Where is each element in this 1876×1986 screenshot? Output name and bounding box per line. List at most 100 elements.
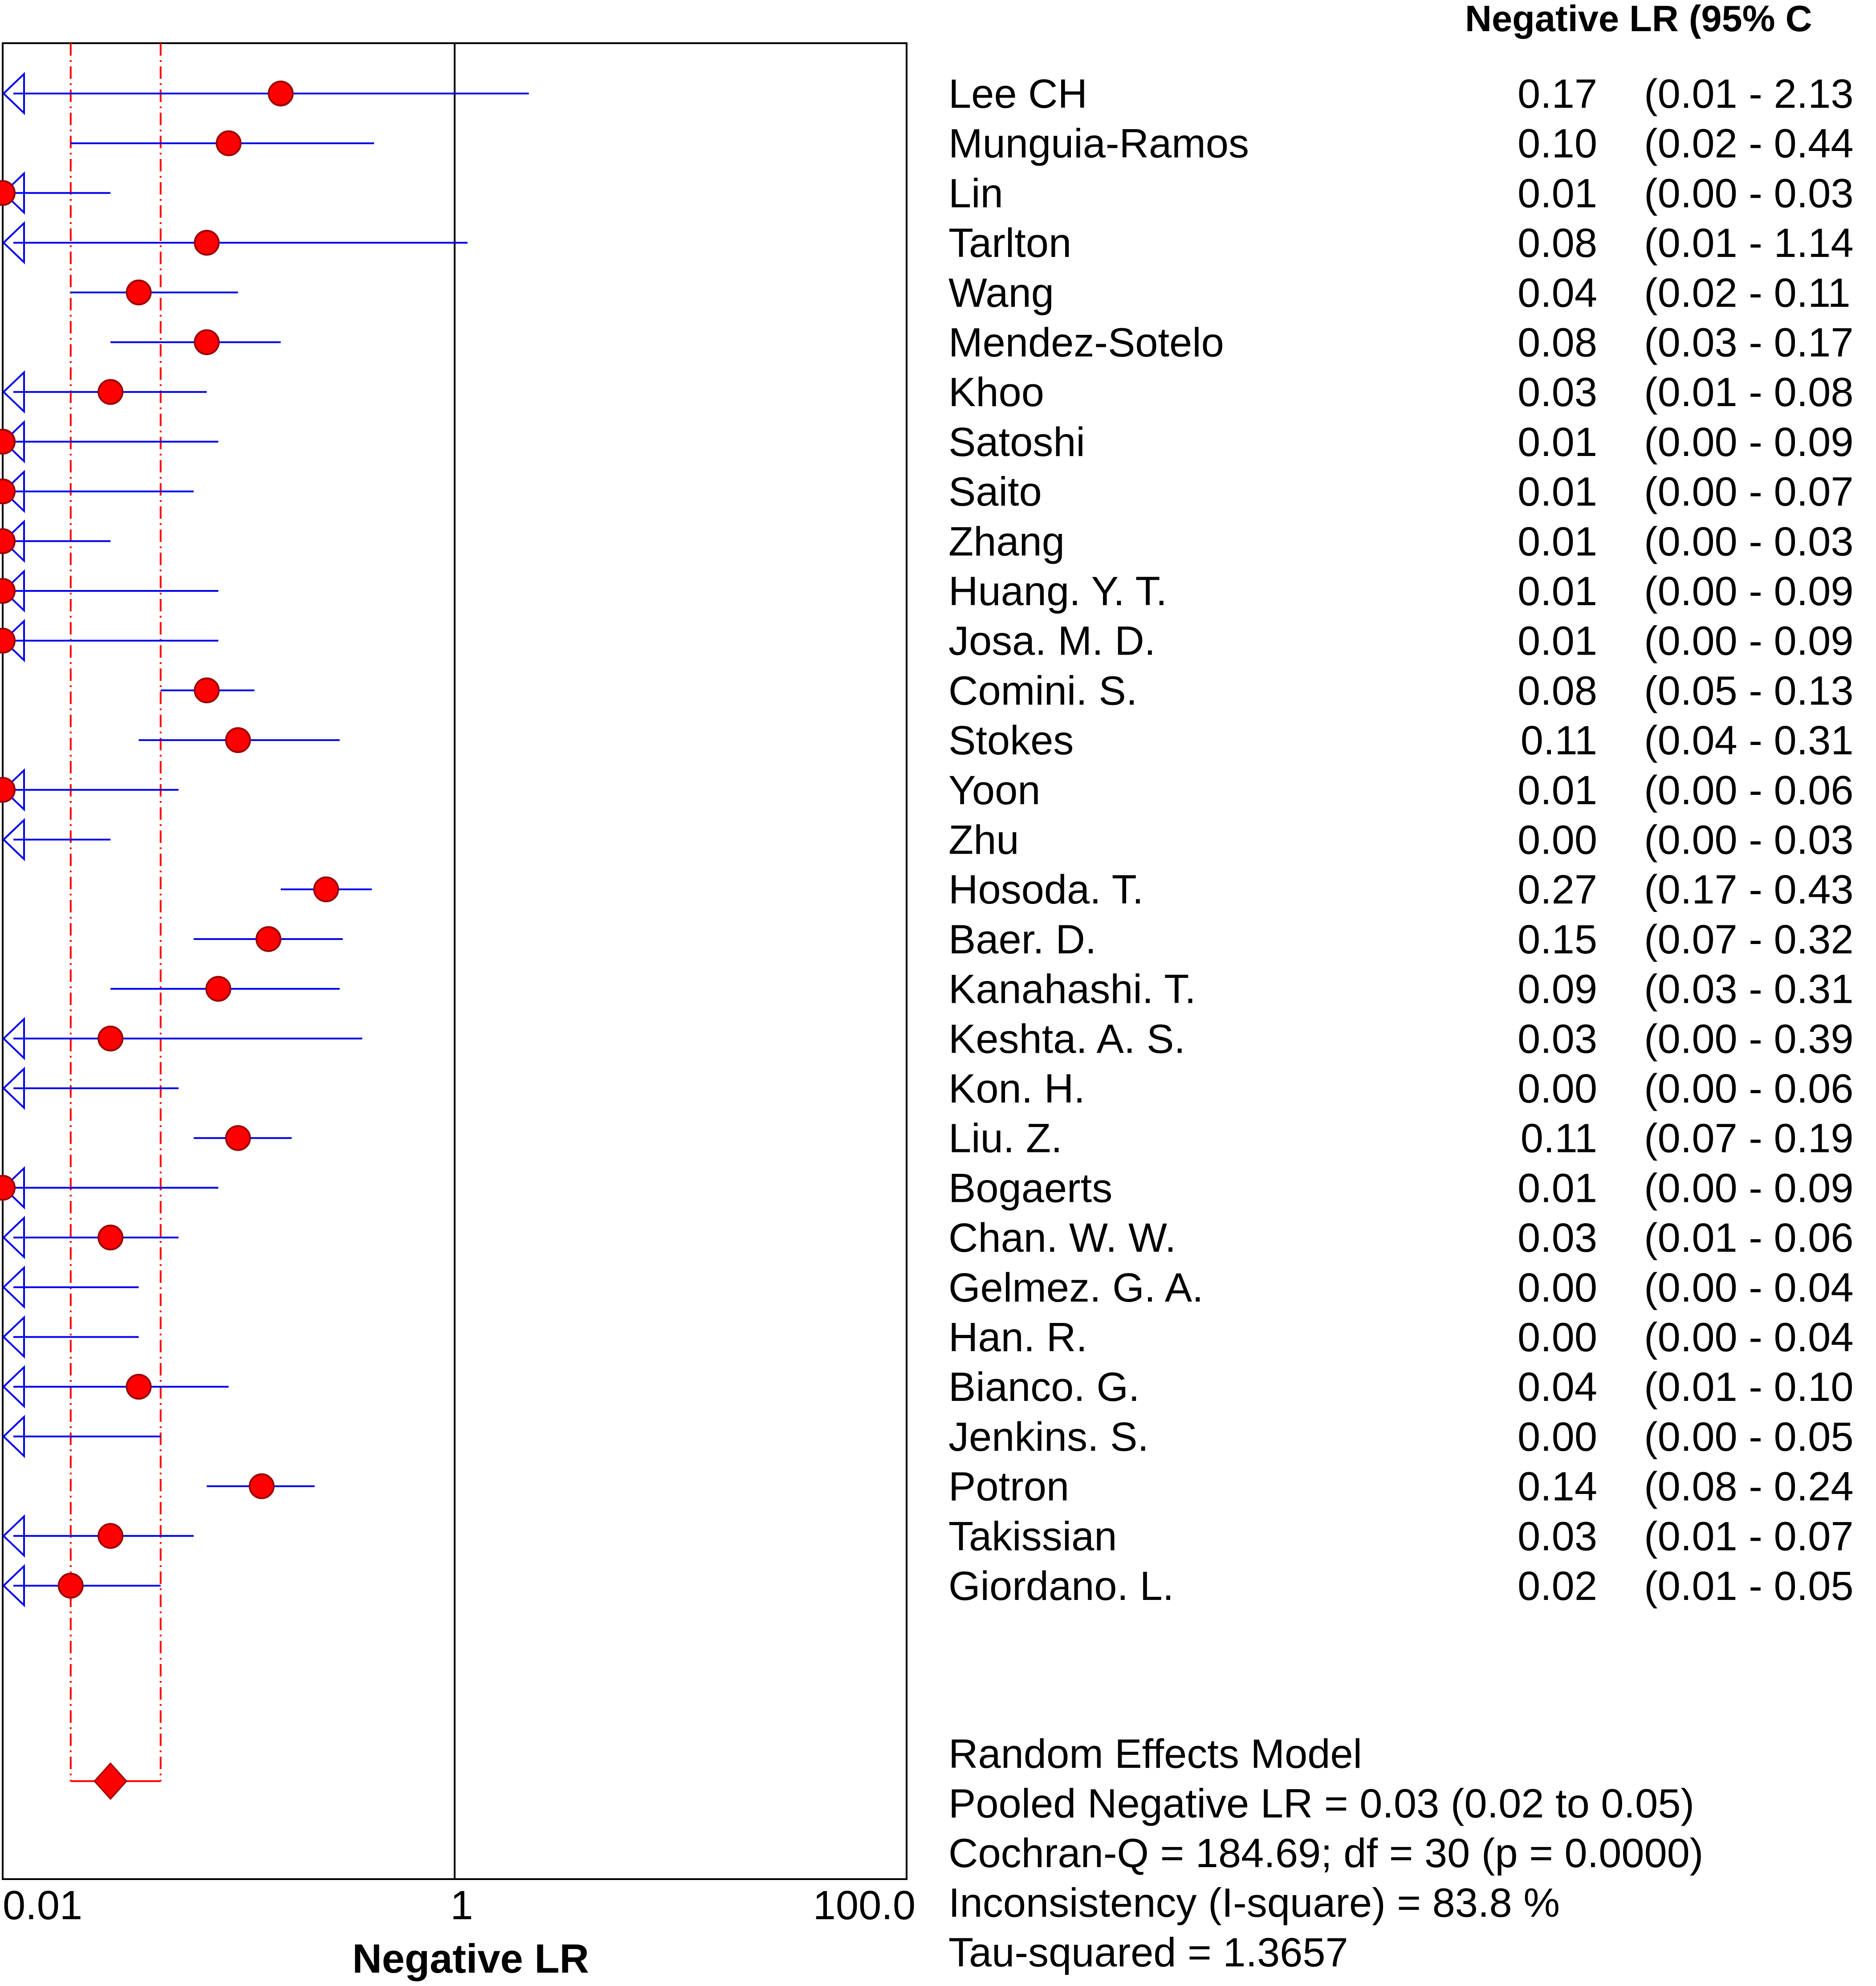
study-point-estimate xyxy=(0,777,16,803)
study-estimate: 0.17 xyxy=(1518,71,1597,117)
study-estimate: 0.03 xyxy=(1518,1514,1597,1559)
x-tick-label-mid: 1 xyxy=(450,1883,473,1928)
study-ci-text: (0.01 - 0.07 xyxy=(1644,1514,1854,1559)
study-name: Giordano. L. xyxy=(948,1563,1174,1609)
study-ci-text: (0.01 - 0.08 xyxy=(1644,370,1854,415)
study-estimate: 0.01 xyxy=(1518,619,1597,664)
study-estimate: 0.15 xyxy=(1518,917,1597,962)
study-ci-text: (0.01 - 0.05 xyxy=(1644,1563,1854,1609)
study-name: Han. R. xyxy=(948,1315,1087,1360)
study-ci-text: (0.02 - 0.44 xyxy=(1644,121,1854,167)
study-name: Yoon xyxy=(948,768,1040,813)
study-estimate: 0.00 xyxy=(1518,1066,1597,1111)
study-name: Kanahashi. T. xyxy=(948,967,1196,1012)
study-estimate: 0.00 xyxy=(1518,1315,1597,1360)
study-ci-text: (0.07 - 0.32 xyxy=(1644,917,1854,962)
study-estimate: 0.01 xyxy=(1518,469,1597,515)
study-name: Potron xyxy=(948,1464,1069,1510)
study-point-estimate xyxy=(0,428,16,455)
pooled-diamond xyxy=(94,1762,128,1800)
study-point-estimate xyxy=(216,130,242,156)
study-ci-arrow xyxy=(2,221,25,265)
study-name: Baer. D. xyxy=(948,917,1096,962)
study-name: Munguia-Ramos xyxy=(948,121,1249,167)
x-tick-label-max: 100.0 xyxy=(813,1883,916,1928)
study-estimate: 0.01 xyxy=(1518,171,1597,216)
study-point-estimate xyxy=(57,1573,84,1599)
study-point-estimate xyxy=(194,677,220,704)
study-point-estimate xyxy=(268,81,294,106)
study-point-estimate xyxy=(98,379,124,405)
study-point-estimate xyxy=(126,1374,152,1400)
study-ci-arrow xyxy=(2,420,25,464)
study-ci-arrow xyxy=(2,1514,25,1558)
stats-line: Random Effects Model xyxy=(948,1731,1362,1777)
study-ci-text: (0.00 - 0.05 xyxy=(1644,1414,1854,1460)
study-estimate: 0.11 xyxy=(1521,1116,1597,1161)
study-name: Takissian xyxy=(948,1514,1117,1559)
study-point-estimate xyxy=(126,279,152,305)
study-ci-text: (0.01 - 2.13 xyxy=(1644,71,1854,117)
study-ci-text: (0.00 - 0.09 xyxy=(1644,619,1854,664)
study-point-estimate xyxy=(248,1473,275,1499)
study-estimate: 0.14 xyxy=(1518,1464,1597,1510)
study-name: Josa. M. D. xyxy=(948,619,1156,664)
study-ci-arrow xyxy=(2,1415,25,1458)
study-ci-text: (0.00 - 0.09 xyxy=(1644,569,1854,614)
study-ci-text: (0.08 - 0.24 xyxy=(1644,1464,1854,1510)
study-name: Jenkins. S. xyxy=(948,1414,1149,1460)
study-estimate: 0.10 xyxy=(1518,121,1597,167)
study-estimate: 0.00 xyxy=(1518,818,1597,863)
study-ci-text: (0.02 - 0.11 xyxy=(1644,270,1851,316)
study-name: Wang xyxy=(948,270,1054,316)
study-ci-text: (0.00 - 0.06 xyxy=(1644,1066,1854,1111)
study-name: Satoshi xyxy=(948,419,1085,465)
study-estimate: 0.09 xyxy=(1518,967,1597,1012)
study-name: Comini. S. xyxy=(948,668,1137,713)
study-ci-text: (0.00 - 0.04 xyxy=(1644,1265,1854,1310)
study-ci-arrow xyxy=(2,768,25,812)
study-point-estimate xyxy=(98,1225,124,1251)
study-point-estimate xyxy=(313,876,339,903)
study-ci-arrow xyxy=(2,1017,25,1060)
study-ci-text: (0.01 - 0.10 xyxy=(1644,1364,1854,1410)
study-point-estimate xyxy=(0,627,16,654)
study-ci-text: (0.03 - 0.31 xyxy=(1644,967,1854,1012)
study-point-estimate xyxy=(205,976,232,1002)
study-point-estimate xyxy=(0,180,16,206)
study-ci-arrow xyxy=(2,1564,25,1608)
study-ci-text: (0.00 - 0.03 xyxy=(1644,171,1854,216)
study-estimate: 0.01 xyxy=(1518,768,1597,813)
study-name: Chan. W. W. xyxy=(948,1215,1176,1261)
stats-line: Cochran-Q = 184.69; df = 30 (p = 0.0000) xyxy=(948,1831,1703,1876)
study-point-estimate xyxy=(0,528,16,554)
study-ci-text: (0.05 - 0.13 xyxy=(1644,668,1854,713)
study-name: Bianco. G. xyxy=(948,1364,1140,1410)
study-ci-arrow xyxy=(2,519,25,563)
study-ci-arrow xyxy=(2,469,25,513)
study-name: Hosoda. T. xyxy=(948,867,1144,912)
study-estimate: 0.03 xyxy=(1518,1215,1597,1261)
study-ci-text: (0.17 - 0.43 xyxy=(1644,867,1854,912)
study-point-estimate xyxy=(0,578,16,604)
study-estimate: 0.03 xyxy=(1518,1016,1597,1062)
study-estimate: 0.01 xyxy=(1518,569,1597,614)
study-estimate: 0.02 xyxy=(1518,1563,1597,1609)
study-name: Lin xyxy=(948,171,1003,216)
study-name: Bogaerts xyxy=(948,1165,1112,1211)
study-name: Huang. Y. T. xyxy=(948,569,1167,614)
study-ci-arrow xyxy=(2,619,25,663)
study-ci-text: (0.00 - 0.07 xyxy=(1644,469,1854,515)
study-point-estimate xyxy=(255,926,281,952)
study-ci-arrow xyxy=(2,569,25,613)
study-ci-arrow xyxy=(2,1216,25,1259)
study-point-estimate xyxy=(98,1523,124,1549)
study-name: Keshta. A. S. xyxy=(948,1016,1185,1062)
study-estimate: 0.11 xyxy=(1521,718,1597,763)
stats-line: Tau-squared = 1.3657 xyxy=(948,1930,1348,1975)
study-point-estimate xyxy=(194,329,220,355)
study-ci-arrow xyxy=(2,1315,25,1359)
study-ci-text: (0.00 - 0.03 xyxy=(1644,519,1854,564)
